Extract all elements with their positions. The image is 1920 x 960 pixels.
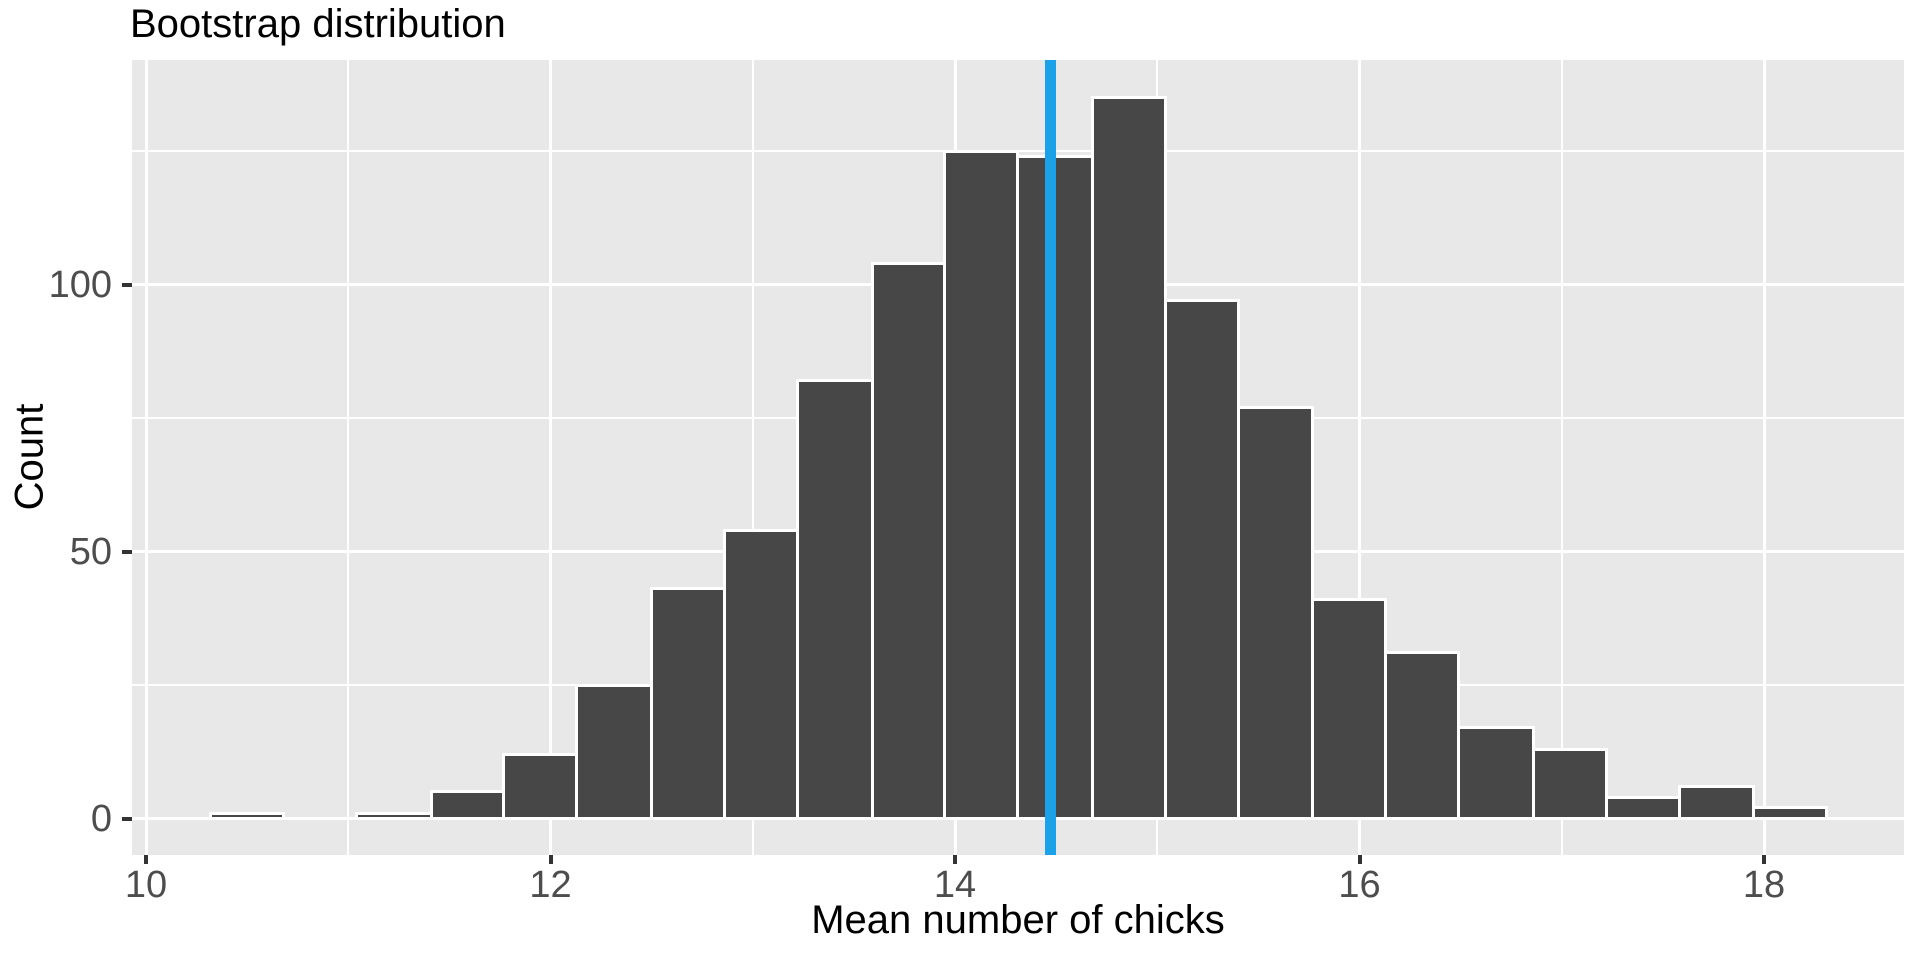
- histogram-bar: [795, 379, 874, 820]
- y-tick-mark: [122, 549, 132, 554]
- histogram-bar: [1091, 96, 1167, 820]
- histogram-bar: [943, 149, 1020, 820]
- histogram-bar: [1457, 726, 1535, 820]
- x-tick-mark: [1762, 855, 1766, 864]
- histogram-bar: [354, 811, 433, 820]
- y-tick-label: 100: [48, 263, 112, 306]
- major-gridline-x: [549, 60, 552, 855]
- x-tick-label: 10: [124, 864, 168, 906]
- y-tick-mark: [122, 282, 132, 287]
- x-tick-mark: [548, 855, 553, 864]
- major-gridline-x: [1358, 60, 1361, 855]
- y-tick-mark: [122, 816, 132, 821]
- histogram-bar: [1531, 747, 1608, 820]
- histogram-bar: [1752, 806, 1829, 820]
- x-tick-label: 14: [933, 864, 977, 906]
- histogram-bar: [575, 683, 654, 820]
- minor-gridline-x: [347, 60, 350, 855]
- y-tick-label: 0: [90, 797, 112, 840]
- x-tick-mark: [144, 855, 148, 864]
- histogram-bar: [1604, 795, 1681, 820]
- histogram-bar: [502, 752, 579, 820]
- x-tick-label: 16: [1338, 864, 1381, 906]
- x-tick-label: 18: [1742, 864, 1786, 906]
- histogram-bar: [870, 261, 947, 820]
- minor-gridline-x: [1560, 60, 1563, 855]
- bootstrap-mean-line: [1044, 60, 1056, 855]
- histogram-bar: [1677, 784, 1756, 820]
- histogram-bar: [209, 811, 286, 820]
- y-axis-title: Count: [7, 403, 52, 511]
- x-tick-mark: [1357, 855, 1362, 864]
- plot-panel: [132, 60, 1904, 855]
- y-tick-label: 50: [69, 530, 112, 573]
- x-tick-mark: [953, 855, 957, 864]
- minor-gridline-x: [751, 60, 754, 855]
- histogram-bar: [1311, 598, 1388, 820]
- histogram-bar: [722, 528, 799, 820]
- histogram-bar: [650, 587, 726, 820]
- major-gridline-x: [144, 60, 148, 855]
- major-gridline-x: [1762, 60, 1766, 855]
- histogram-bar: [1236, 405, 1315, 820]
- x-tick-label: 12: [529, 864, 572, 906]
- histogram-bar: [1384, 651, 1461, 820]
- plot-title: Bootstrap distribution: [130, 2, 506, 46]
- x-axis-title: Mean number of chicks: [811, 898, 1225, 942]
- histogram-bar: [429, 790, 506, 820]
- histogram-bar: [1163, 299, 1240, 820]
